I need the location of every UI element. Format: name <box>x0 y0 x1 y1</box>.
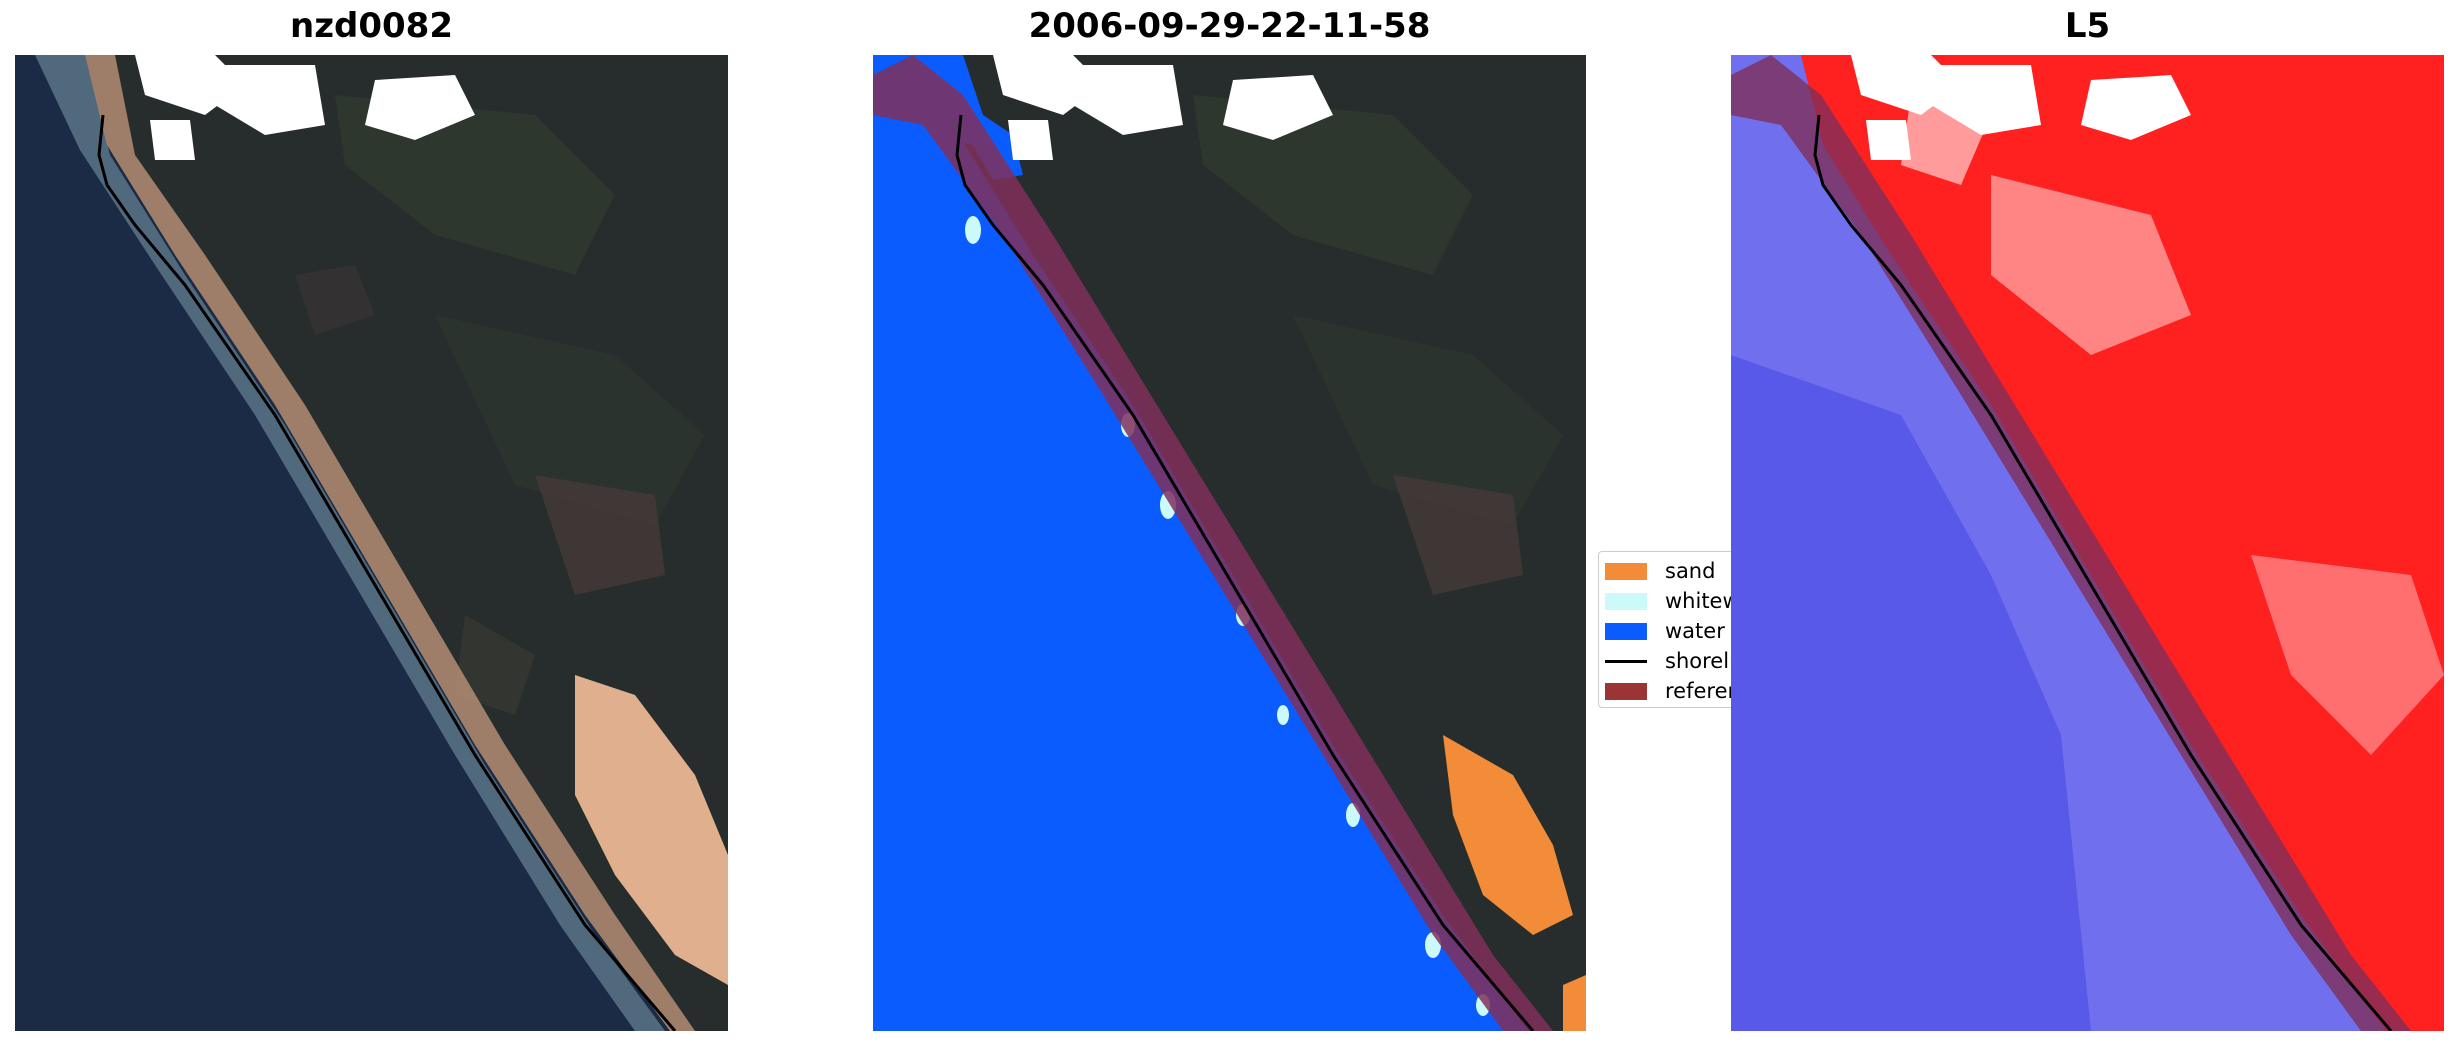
panel-title-classification: 2006-09-29-22-11-58 <box>1028 6 1431 46</box>
panel-title-rgb: nzd0082 <box>290 6 453 46</box>
legend-item-whitewater: whitewater <box>1605 588 1737 614</box>
panel-title-index: L5 <box>2064 6 2111 46</box>
index-image <box>1731 55 2444 1031</box>
legend-item-sand: sand <box>1605 558 1715 584</box>
legend-item-reference-buffer: reference shoreline buffer <box>1605 678 1737 704</box>
legend: sand whitewater water shoreline referenc… <box>1598 551 1738 708</box>
rgb-satellite-image <box>15 55 728 1031</box>
shoreline-line <box>97 114 677 1031</box>
legend-item-shoreline: shoreline <box>1605 648 1737 674</box>
reference-buffer <box>873 55 1553 1031</box>
classification-image <box>873 55 1586 1031</box>
legend-item-water: water <box>1605 618 1725 644</box>
